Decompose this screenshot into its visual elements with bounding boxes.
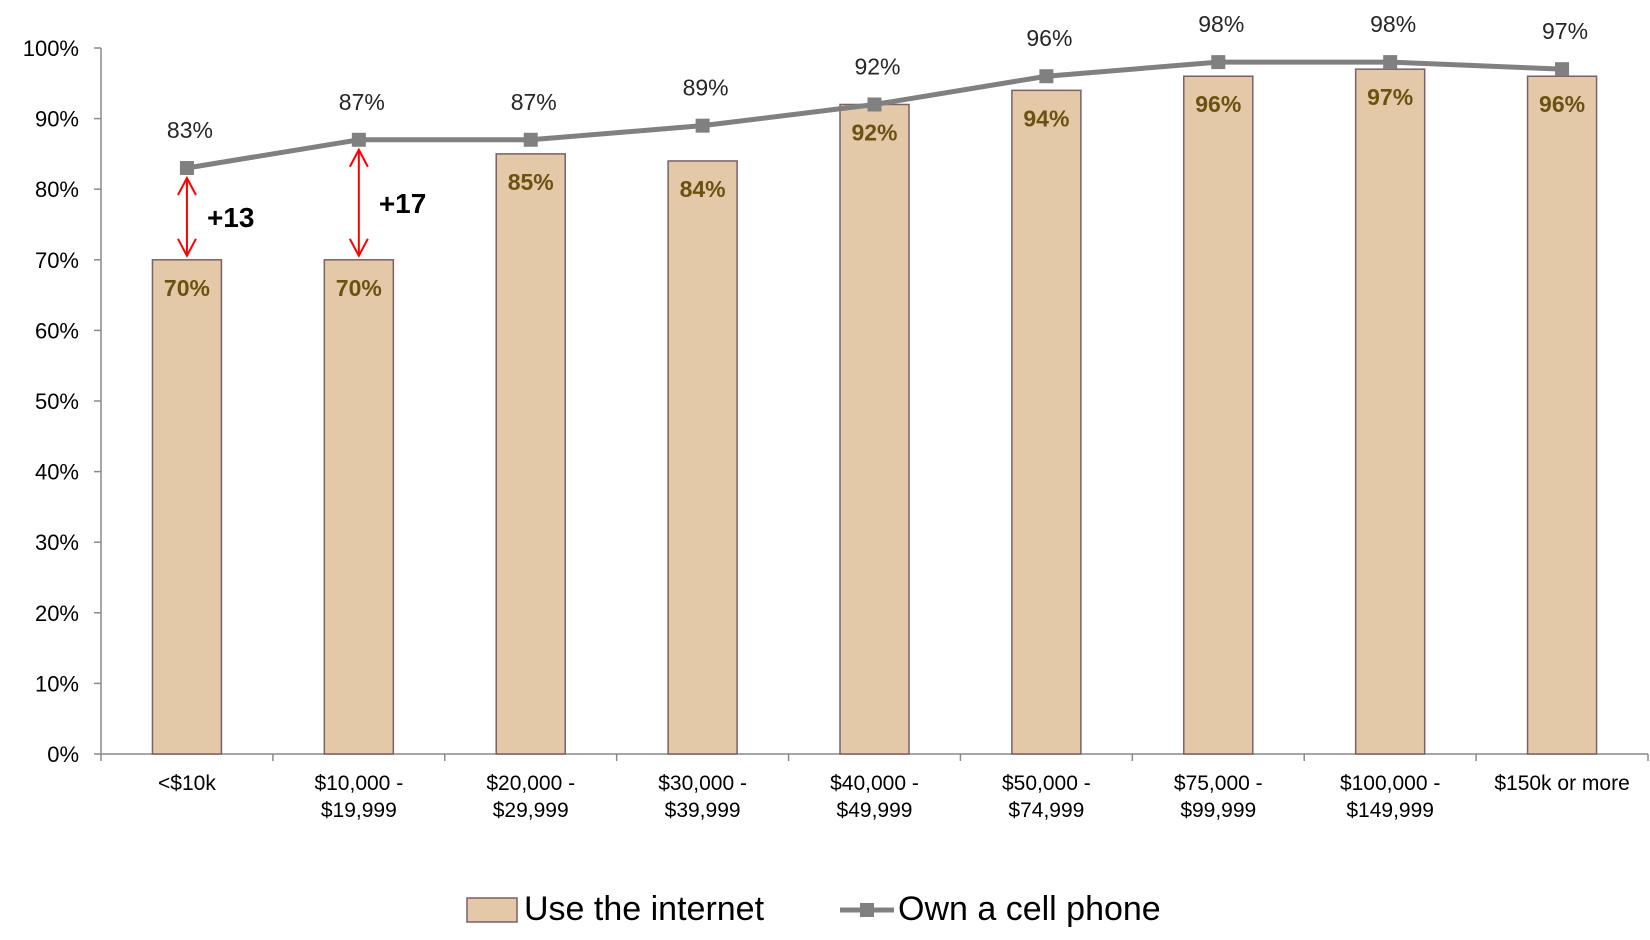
line-value-label: 89%	[683, 75, 729, 101]
x-category-label: $75,000 - $99,999	[1174, 772, 1263, 822]
bar-value-label: 97%	[1367, 84, 1413, 110]
x-category-label-line: $40,000 -	[830, 772, 919, 795]
bar-use-internet	[667, 160, 738, 755]
line-marker	[523, 132, 538, 147]
bar-value-label: 84%	[680, 176, 726, 202]
x-category-label: <$10k	[158, 772, 216, 795]
gap-arrow-head-up	[348, 147, 369, 168]
y-tick-label: 60%	[35, 318, 79, 343]
y-tick-label: 80%	[35, 177, 79, 202]
line-value-label: 98%	[1370, 11, 1416, 37]
y-axis: 0% 10% 20% 30% 40% 50% 60% 70% 80% 90% 100%	[23, 36, 102, 767]
line-marker	[351, 132, 366, 147]
x-category-label-line: $29,999	[493, 799, 569, 822]
x-category-label-line: $99,999	[1180, 799, 1256, 822]
x-category-label: $20,000 - $29,999	[486, 772, 575, 822]
x-category-label-line: <$10k	[158, 772, 216, 795]
line-value-label: 97%	[1542, 18, 1588, 44]
x-category-label-line: $30,000 -	[658, 772, 747, 795]
bar-use-internet	[1011, 89, 1082, 755]
line-marker	[1211, 55, 1226, 70]
y-tick-label: 40%	[35, 460, 79, 485]
gap-label: +13	[207, 202, 255, 233]
bar-use-internet	[1183, 75, 1254, 755]
bar-use-internet	[495, 153, 566, 755]
line-marker	[1039, 69, 1054, 84]
line-value-label: 83%	[167, 117, 213, 143]
y-tick-label: 90%	[35, 107, 79, 132]
legend-label-cell-phone: Own a cell phone	[898, 890, 1161, 928]
legend-label-internet: Use the internet	[524, 890, 765, 928]
y-tick-label: 50%	[35, 389, 79, 414]
bar-use-internet	[1526, 75, 1598, 755]
x-category-label: $10,000 - $19,999	[314, 772, 403, 822]
line-value-label: 87%	[339, 89, 385, 115]
line-value-label: 96%	[1026, 25, 1072, 51]
x-category-label: $30,000 - $39,999	[658, 772, 747, 822]
bar-value-label: 85%	[508, 169, 554, 195]
x-category-label: $50,000 - $74,999	[1002, 772, 1091, 822]
gap-annotations: +13 +17	[177, 147, 427, 258]
bar-value-label: 70%	[336, 275, 382, 301]
line-marker	[179, 161, 194, 176]
bar-value-label: 92%	[851, 119, 897, 145]
line-cell-phone: 83% 87% 87% 89% 92% 96% 98% 98% 97%	[167, 11, 1588, 176]
x-category-label-line: $20,000 -	[486, 772, 575, 795]
gap-label: +17	[379, 188, 427, 219]
line-marker	[867, 97, 882, 112]
legend-marker-cell-phone	[860, 903, 874, 917]
line-value-label: 92%	[854, 53, 900, 79]
x-category-label-line: $49,999	[837, 799, 913, 822]
x-category-label-line: $150k or more	[1494, 772, 1629, 795]
line-marker	[695, 118, 710, 133]
legend: Use the internet Own a cell phone	[466, 890, 1161, 928]
y-tick-label: 10%	[35, 671, 79, 696]
x-category-label-line: $50,000 -	[1002, 772, 1091, 795]
y-tick-label: 0%	[47, 742, 79, 767]
x-category-label-line: $74,999	[1008, 799, 1084, 822]
y-tick-label: 70%	[35, 248, 79, 273]
x-category-label-line: $100,000 -	[1340, 772, 1440, 795]
y-tick-label: 30%	[35, 530, 79, 555]
gap-arrow-head-down	[177, 238, 197, 258]
x-category-label-line: $39,999	[665, 799, 741, 822]
bar-value-label: 94%	[1023, 105, 1069, 131]
x-category-label-line: $75,000 -	[1174, 772, 1263, 795]
y-tick-label: 20%	[35, 601, 79, 626]
bar-value-label: 96%	[1539, 91, 1585, 117]
x-category-label: $150k or more	[1494, 772, 1629, 795]
x-axis: <$10k $10,000 - $19,999 $20,000 - $29,999 $30…	[100, 753, 1649, 822]
line-value-label: 87%	[511, 89, 557, 115]
bar-use-internet	[1354, 68, 1426, 755]
x-category-label-line: $19,999	[321, 799, 397, 822]
gap-arrow-head-up	[177, 175, 197, 196]
x-category-label-line: $10,000 -	[314, 772, 403, 795]
x-category-label: $40,000 - $49,999	[830, 772, 919, 822]
line-marker	[1383, 55, 1398, 70]
line-value-label: 98%	[1198, 11, 1244, 37]
x-category-label-line: $149,999	[1346, 799, 1434, 822]
legend-swatch-internet	[466, 897, 518, 923]
bar-use-internet	[839, 103, 910, 755]
bar-value-label: 96%	[1195, 91, 1241, 117]
y-tick-label: 100%	[23, 36, 79, 61]
bar-use-internet	[151, 259, 223, 755]
bar-value-label: 70%	[164, 275, 210, 301]
gap-arrow-head-down	[348, 238, 369, 258]
bar-use-internet	[323, 259, 395, 755]
bars-internet: 70% 70% 85% 84% 92% 94% 96% 97% 96%	[151, 68, 1598, 755]
x-category-label: $100,000 - $149,999	[1340, 772, 1440, 822]
line-marker	[1555, 62, 1570, 77]
